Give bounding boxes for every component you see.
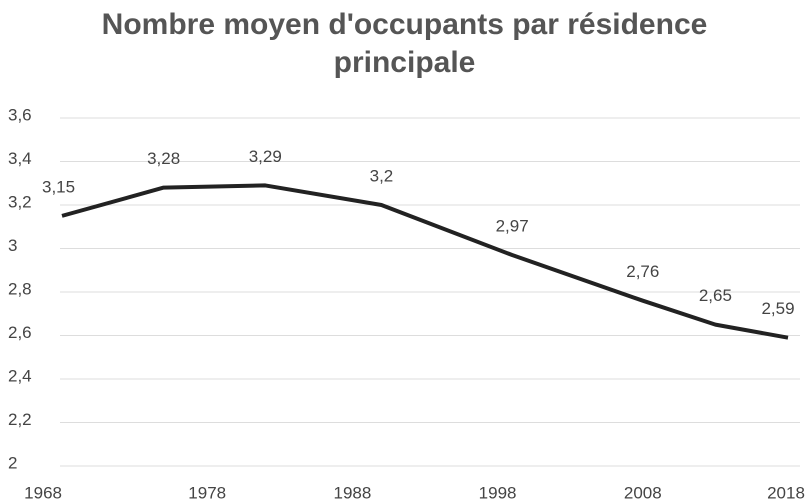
- data-label: 2,65: [699, 286, 732, 305]
- data-label: 2,97: [496, 217, 529, 236]
- data-label: 2,59: [761, 299, 794, 318]
- x-tick-label: 2008: [624, 483, 662, 502]
- data-label: 3,2: [370, 166, 394, 185]
- x-tick-label: 1968: [24, 483, 62, 502]
- y-tick-label: 2,8: [8, 279, 32, 298]
- data-label: 3,15: [42, 177, 75, 196]
- x-tick-label: 1998: [479, 483, 517, 502]
- data-label: 3,29: [249, 147, 282, 166]
- y-tick-label: 3,6: [8, 105, 32, 124]
- x-tick-label: 1988: [333, 483, 371, 502]
- y-tick-label: 2,6: [8, 323, 32, 342]
- y-tick-label: 3: [8, 236, 17, 255]
- y-tick-label: 2: [8, 453, 17, 472]
- data-label: 2,76: [626, 262, 659, 281]
- chart-title: Nombre moyen d'occupants par résidence p…: [101, 8, 708, 79]
- x-tick-label: 1978: [188, 483, 226, 502]
- line: [61, 183, 789, 340]
- y-tick-label: 3,2: [8, 192, 32, 211]
- chart-title-box: Nombre moyen d'occupants par résidence p…: [0, 6, 809, 82]
- data-label: 3,28: [147, 149, 180, 168]
- y-tick-label: 3,4: [8, 149, 32, 168]
- y-tick-label: 2,2: [8, 410, 32, 429]
- x-tick-label: 2018: [767, 483, 805, 502]
- y-tick-label: 2,4: [8, 366, 32, 385]
